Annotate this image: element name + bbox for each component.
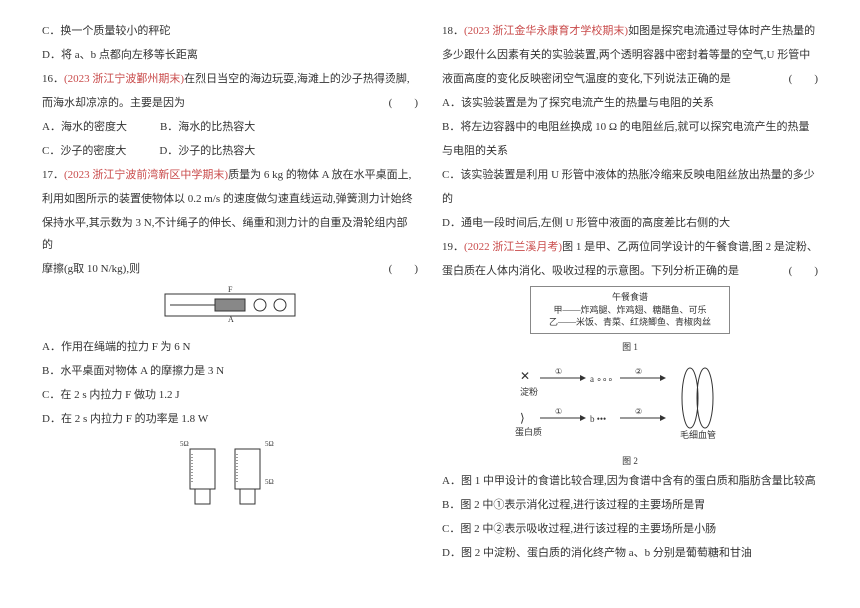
q19-text2: 蛋白质在人体内消化、吸收过程的示意图。下列分析正确的是 [442,265,739,277]
pulley-icon: F A [160,284,300,324]
q19-num: 19． [442,241,464,253]
svg-text:5Ω: 5Ω [180,440,189,448]
option-d: D．将 a、b 点都向左移等长距离 [42,44,418,66]
q16-optAB: A．海水的密度大 B．海水的比热容大 [42,116,418,138]
digestion-figure: ✕ 淀粉 ① a ∘∘∘ ② ⟩ 蛋白质 ① b ••• ② 毛细血管 [442,360,818,448]
q18-optC1: C．该实验装置是利用 U 形管中液体的热胀冷缩来反映电阻丝放出热量的多少 [442,164,818,186]
q19-text1: 图 1 是甲、乙两位同学设计的午餐食谱,图 2 是淀粉、 [562,241,818,253]
q17-line3: 保持水平,其示数为 3 N,不计绳子的伸长、绳重和测力计的自重及滑轮组内部的 [42,212,418,256]
q16-src: (2023 浙江宁波鄞州期末) [64,73,184,85]
q17-line4: 摩擦(g取 10 N/kg),则 ( ) [42,258,418,280]
q16-text2: 而海水却凉凉的。主要是因为 [42,97,185,109]
q16-line2: 而海水却凉凉的。主要是因为 ( ) [42,92,418,114]
q18-optB1: B．将左边容器中的电阻丝换成 10 Ω 的电阻丝后,就可以探究电流产生的热量 [442,116,818,138]
q17-text4: 摩擦(g取 10 N/kg),则 [42,263,140,275]
circuit-figure: 5Ω 5Ω 5Ω [42,434,418,522]
q18-line3: 液面高度的变化反映密闭空气温度的变化,下列说法正确的是 ( ) [442,68,818,90]
svg-text:F: F [228,285,233,294]
left-column: C．换一个质量较小的秤砣 D．将 a、b 点都向左移等长距离 16．(2023 … [30,20,430,588]
svg-text:5Ω: 5Ω [265,478,274,486]
capillary-label: 毛细血管 [680,429,716,440]
paren: ( ) [389,92,418,114]
paren2: ( ) [389,258,418,280]
digestion-icon: ✕ 淀粉 ① a ∘∘∘ ② ⟩ 蛋白质 ① b ••• ② 毛细血管 [515,360,745,440]
circuit-icon: 5Ω 5Ω 5Ω [170,434,290,514]
q17-optD: D．在 2 s 内拉力 F 的功率是 1.8 W [42,408,418,430]
q17-optC: C．在 2 s 内拉力 F 做功 1.2 J [42,384,418,406]
svg-text:①: ① [555,407,562,416]
q18-optC2: 的 [442,188,818,210]
q18-text3: 液面高度的变化反映密闭空气温度的变化,下列说法正确的是 [442,73,731,85]
right-column: 18．(2023 浙江金华永康育才学校期末)如图是探究电流通过导体时产生热量的 … [430,20,830,588]
option-c: C．换一个质量较小的秤砣 [42,20,418,42]
q18-line2: 多少跟什么因素有关的实验装置,两个透明容器中密封着等量的空气,U 形管中 [442,44,818,66]
q17-optB: B．水平桌面对物体 A 的摩擦力是 3 N [42,360,418,382]
svg-text:b •••: b ••• [590,414,606,424]
menu-title: 午餐食谱 [535,291,725,304]
paren3: ( ) [789,68,818,90]
q17-num: 17． [42,169,64,181]
fig2-label: 图 2 [442,452,818,470]
svg-text:②: ② [635,407,642,416]
svg-text:①: ① [555,367,562,376]
q19-optC: C．图 2 中②表示吸收过程,进行该过程的主要场所是小肠 [442,518,818,540]
fig1-label: 图 1 [442,338,818,356]
q16-num: 16． [42,73,64,85]
pulley-figure: F A [42,284,418,332]
menu1: 甲——炸鸡腿、炸鸡翅、糖醋鱼、可乐 [535,304,725,317]
q16-optD: D．沙子的比热容大 [159,145,255,157]
q19-optB: B．图 2 中①表示消化过程,进行该过程的主要场所是胃 [442,494,818,516]
q18-text1: 如图是探究电流通过导体时产生热量的 [628,25,815,37]
q17-text1: 质量为 6 kg 的物体 A 放在水平桌面上, [228,169,411,181]
q18-src: (2023 浙江金华永康育才学校期末) [464,25,628,37]
q16-optA: A．海水的密度大 [42,121,127,133]
q17-src: (2023 浙江宁波前湾新区中学期末) [64,169,228,181]
starch-label: 淀粉 [520,386,538,397]
menu-box: 午餐食谱 甲——炸鸡腿、炸鸡翅、糖醋鱼、可乐 乙——米饭、青菜、红烧鲫鱼、青椒肉… [530,286,730,334]
svg-text:⟩: ⟩ [520,411,525,425]
protein-label: 蛋白质 [515,426,542,437]
q16-line1: 16．(2023 浙江宁波鄞州期末)在烈日当空的海边玩耍,海滩上的沙子热得烫脚, [42,68,418,90]
q18-optA: A．该实验装置是为了探究电流产生的热量与电阻的关系 [442,92,818,114]
svg-text:②: ② [635,367,642,376]
q19-optA: A．图 1 中甲设计的食谱比较合理,因为食谱中含有的蛋白质和脂肪含量比较高 [442,470,818,492]
q19-src: (2022 浙江兰溪月考) [464,241,562,253]
q19-line2: 蛋白质在人体内消化、吸收过程的示意图。下列分析正确的是 ( ) [442,260,818,282]
q18-optB2: 与电阻的关系 [442,140,818,162]
q18-line1: 18．(2023 浙江金华永康育才学校期末)如图是探究电流通过导体时产生热量的 [442,20,818,42]
q16-text1: 在烈日当空的海边玩耍,海滩上的沙子热得烫脚, [184,73,410,85]
svg-text:A: A [228,315,234,324]
q18-optD: D．通电一段时间后,左侧 U 形管中液面的高度差比右侧的大 [442,212,818,234]
q16-optC: C．沙子的密度大 [42,145,126,157]
q17-line1: 17．(2023 浙江宁波前湾新区中学期末)质量为 6 kg 的物体 A 放在水… [42,164,418,186]
svg-text:✕: ✕ [520,369,530,383]
svg-text:a ∘∘∘: a ∘∘∘ [590,374,613,384]
q16-optB: B．海水的比热容大 [160,121,255,133]
q19-optD: D．图 2 中淀粉、蛋白质的消化终产物 a、b 分别是葡萄糖和甘油 [442,542,818,564]
q17-line2: 利用如图所示的装置使物体以 0.2 m/s 的速度做匀速直线运动,弹簧测力计始终 [42,188,418,210]
q16-optCD: C．沙子的密度大 D．沙子的比热容大 [42,140,418,162]
q19-line1: 19．(2022 浙江兰溪月考)图 1 是甲、乙两位同学设计的午餐食谱,图 2 … [442,236,818,258]
menu2: 乙——米饭、青菜、红烧鲫鱼、青椒肉丝 [535,316,725,329]
svg-text:5Ω: 5Ω [265,440,274,448]
paren4: ( ) [789,260,818,282]
q17-optA: A．作用在绳端的拉力 F 为 6 N [42,336,418,358]
q18-num: 18． [442,25,464,37]
